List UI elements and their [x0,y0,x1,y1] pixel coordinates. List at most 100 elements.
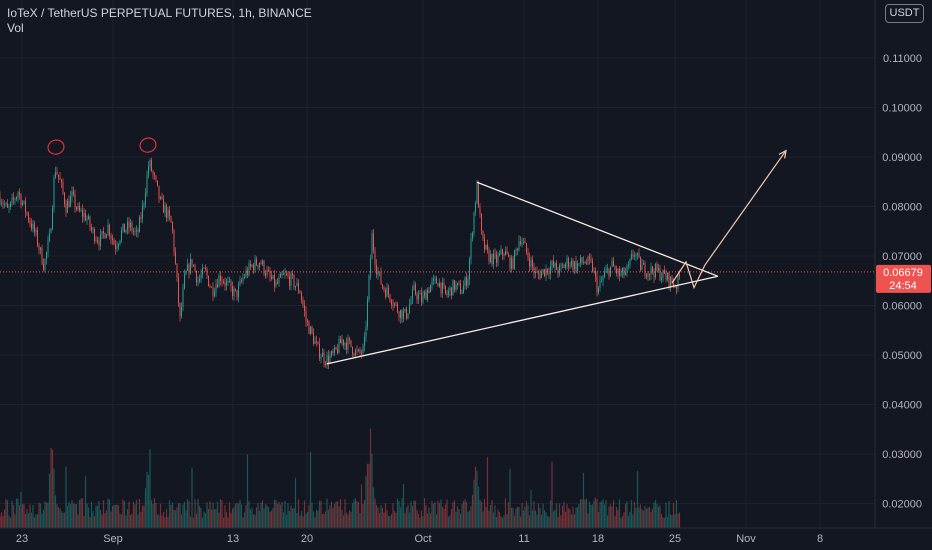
candle-body [611,260,613,267]
volume-bar [374,498,376,528]
candle-body [569,265,571,267]
volume-bar [648,506,651,528]
candle-body [497,255,499,263]
volume-bar [372,487,375,528]
volume-bar [51,449,54,528]
volume-bar [545,512,547,528]
volume-bar [582,472,585,528]
candle-body [409,304,410,314]
volume-bar [206,502,208,528]
candle-body [529,258,530,267]
candle-body [542,269,544,273]
volume-bar [653,502,655,528]
volume-bar [462,500,465,528]
volume-bar [440,499,442,528]
volume-bar [224,505,226,528]
candle-body [496,254,497,263]
candle-body [335,347,337,350]
volume-bar [575,508,577,528]
candle-body [76,207,77,210]
candle-body [449,287,451,292]
volume-label: Vol [7,21,24,35]
candle-body [2,203,4,205]
candle-body [74,194,76,208]
volume-bar [537,503,540,528]
candle-body [655,264,656,278]
volume-bar [593,500,595,528]
volume-bar [311,502,313,528]
volume-bar [3,509,6,528]
candle-body [173,230,175,253]
candle-body [649,273,650,275]
candle-body [25,200,26,213]
candle-body [448,291,449,295]
candle-body [443,282,445,286]
volume-bar [74,503,76,528]
candle-body [631,254,632,260]
candle-body [188,264,190,274]
candle-body [524,241,526,244]
volume-bar [126,509,129,528]
volume-bar [561,505,564,528]
volume-bar [437,500,439,528]
candle-body [637,253,638,255]
candle-body [107,224,109,235]
volume-bar [464,499,466,528]
candle-body [239,280,241,286]
volume-bar [234,503,237,528]
volume-bar [9,517,12,528]
currency-button[interactable]: USDT [885,4,924,23]
volume-bar [245,504,247,528]
candle-body [515,249,517,251]
volume-bar [225,512,228,528]
candle-body [551,261,553,267]
volume-bar [242,517,244,528]
volume-bar [324,511,327,528]
volume-bar [627,515,630,528]
candle-body [347,338,349,350]
volume-bar [387,515,390,528]
candle-body [34,223,35,233]
candle-body [164,205,166,213]
volume-bar [402,483,405,528]
candle-body [194,265,196,272]
candle-body [41,247,43,265]
candle-body [583,262,584,263]
candle-body [638,253,640,258]
candle-body [628,265,629,267]
candle-body [23,200,25,203]
candle-body [530,259,532,267]
candle-body [229,281,230,282]
volume-bar [404,513,406,528]
volume-bar [629,511,631,528]
volume-bar [29,504,31,528]
volume-bar [99,510,102,528]
candle-body [176,263,178,278]
volume-bar [423,498,426,528]
candle-body [521,242,523,244]
volume-bar [68,501,70,528]
candle-body [616,268,617,274]
volume-bar [96,505,99,528]
volume-bar [87,507,90,528]
candle-body [377,271,379,275]
volume-bar [576,507,579,528]
volume-bar [24,513,27,528]
candle-body [32,223,34,229]
volume-bar [360,484,363,528]
candle-body [571,260,572,266]
candle-body [313,332,314,344]
volume-bar [632,514,634,528]
candle-body [148,166,149,175]
volume-bar [392,503,394,528]
candle-body [50,229,52,234]
volume-bar [42,509,45,528]
candle-body [572,260,574,270]
candle-body [422,295,424,303]
volume-bar [290,505,292,528]
volume-bar [396,498,399,528]
candle-body [475,203,476,213]
